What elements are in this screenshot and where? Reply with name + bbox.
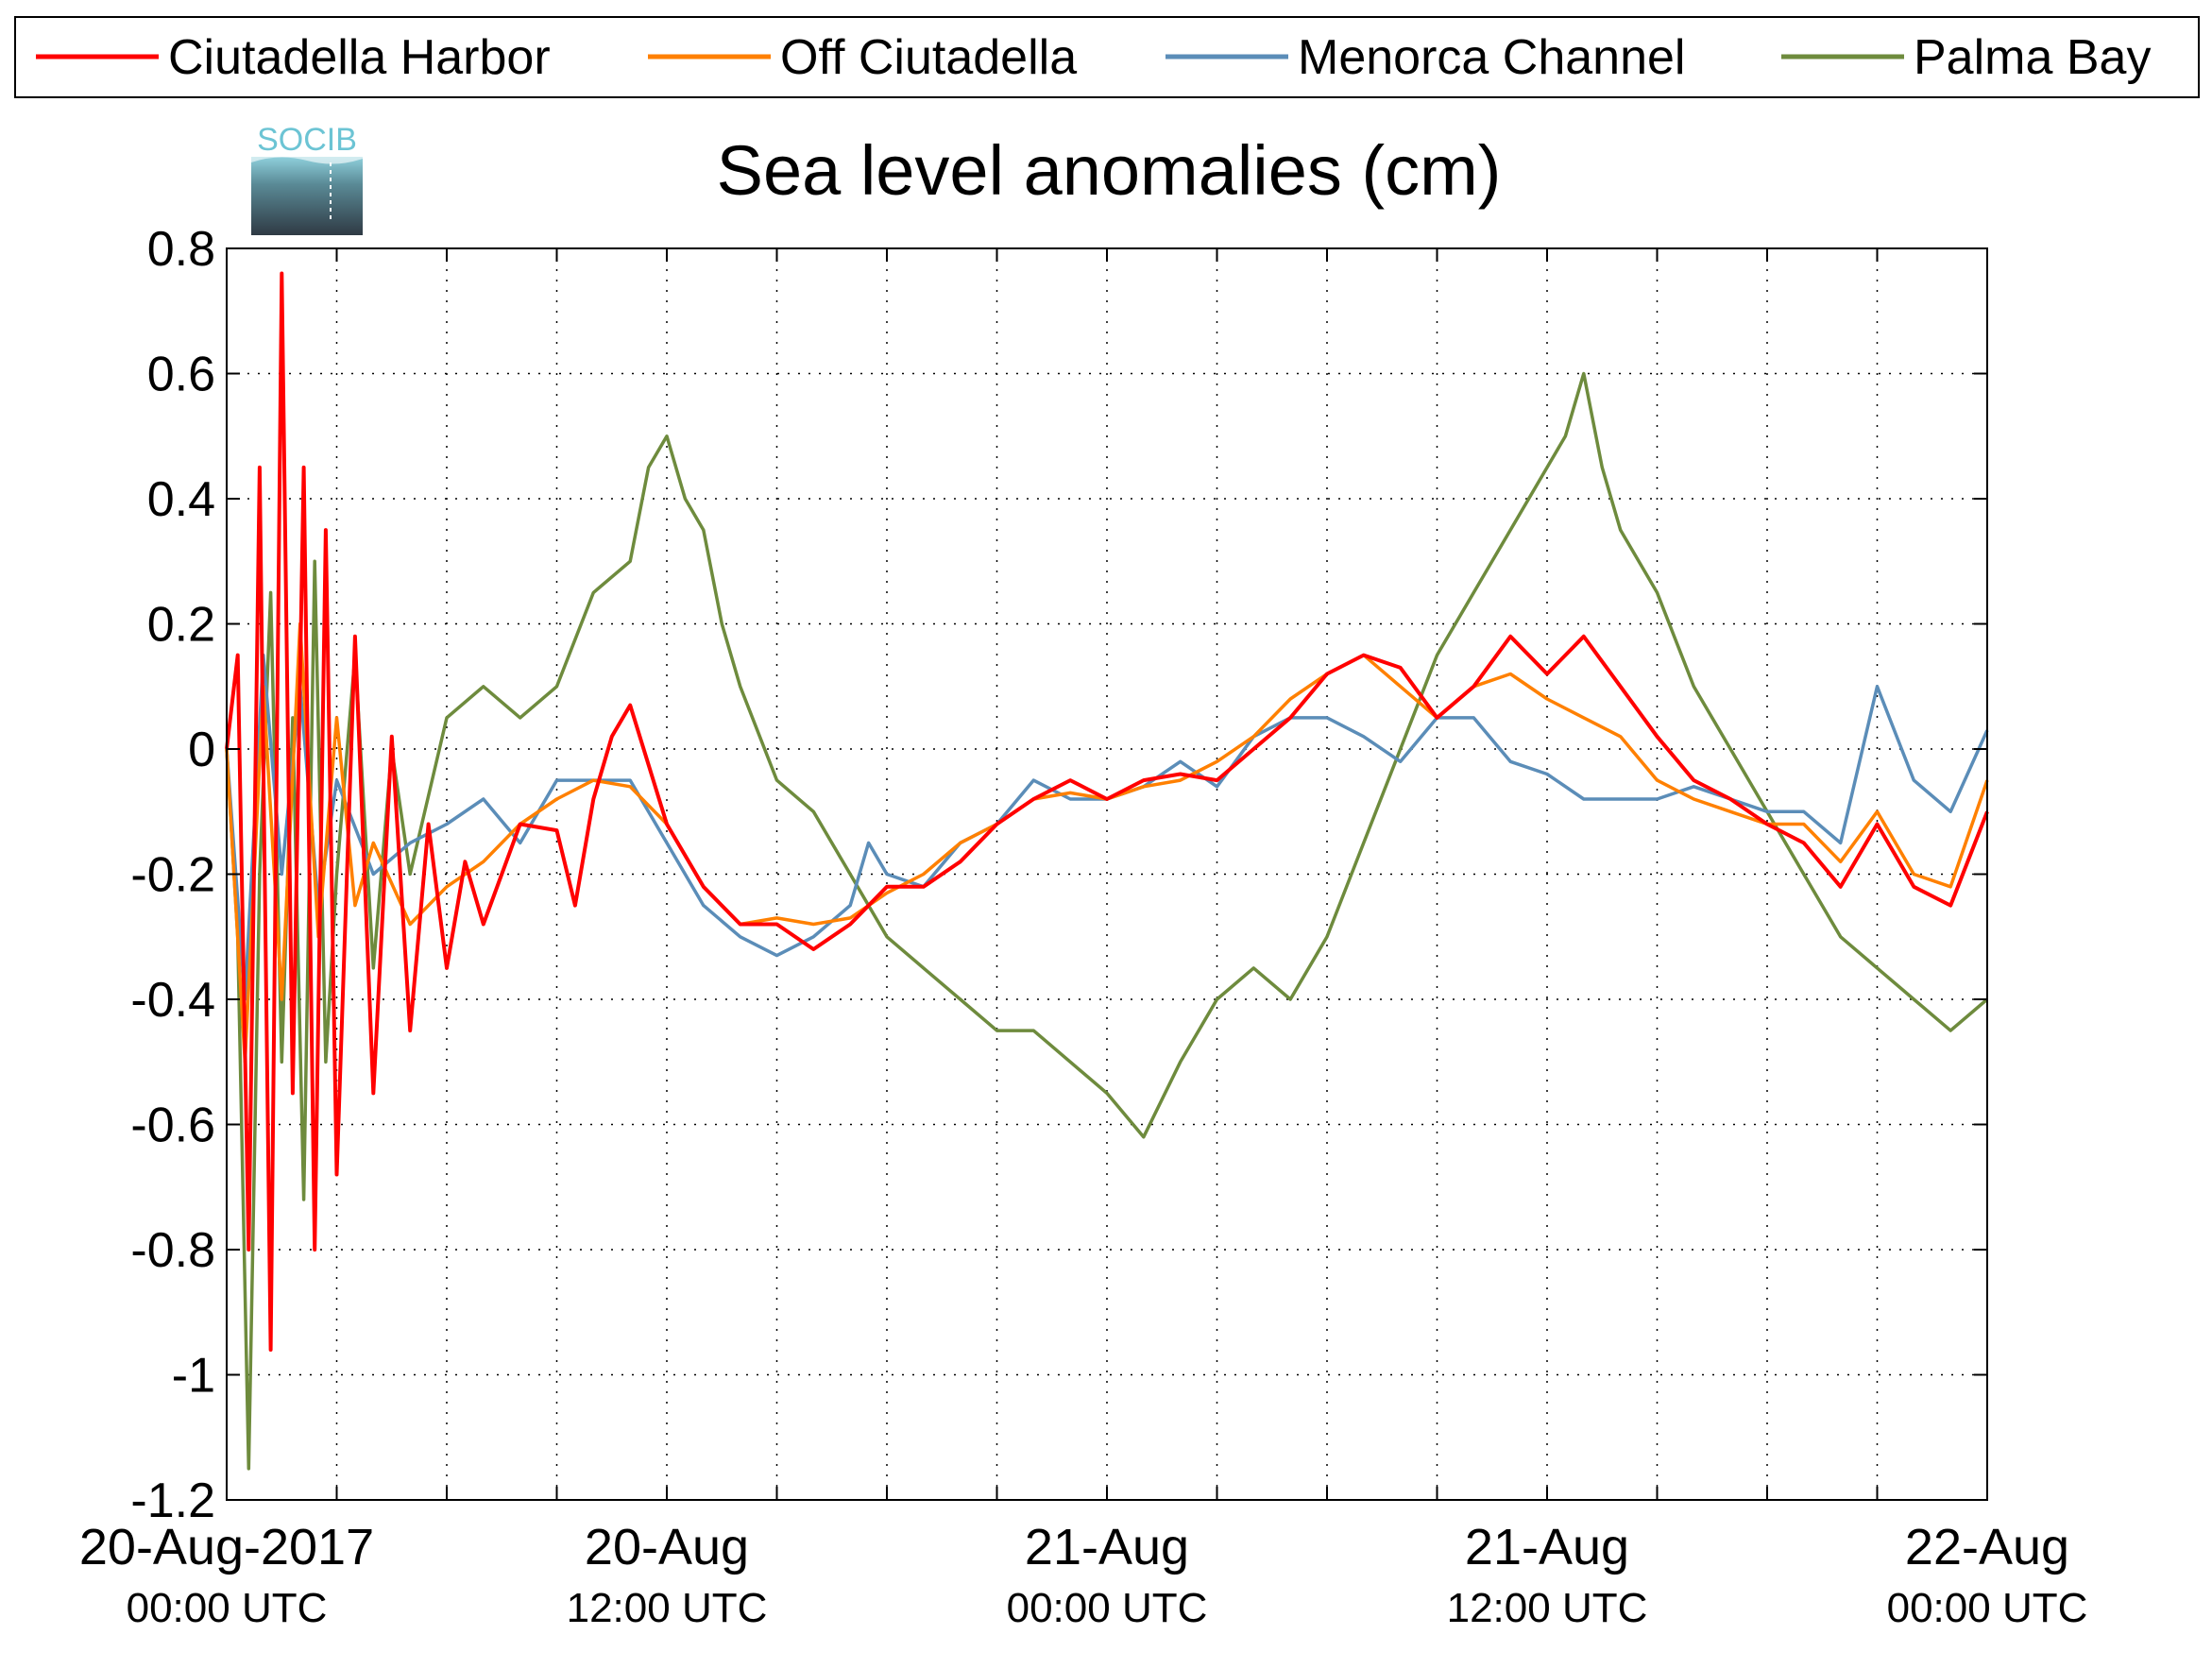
legend-label-off-ciutadella: Off Ciutadella (780, 30, 1077, 85)
x-tick-label-date: 21-Aug (1025, 1519, 1189, 1575)
series-group (225, 271, 1989, 1471)
y-tick-label: -0.4 (130, 973, 215, 1028)
y-tick-label: 0.6 (147, 348, 215, 402)
y-tick-label: 0 (188, 723, 215, 777)
legend-label-ciutadella-harbor: Ciutadella Harbor (168, 30, 551, 85)
logo-text: SOCIB (257, 122, 357, 158)
x-tick-label-time: 12:00 UTC (1447, 1585, 1648, 1631)
y-axis: 0.8 0.6 0.4 0.2 0 -0.2 -0.4 -0.6 -0.8 -1 -1.2 (130, 222, 1987, 1528)
logo-wave (251, 157, 363, 164)
y-tick-label: -1 (172, 1349, 215, 1404)
series-line-ciutadella-harbor (225, 271, 1989, 1352)
legend-label-palma-bay: Palma Bay (1914, 30, 2151, 85)
y-tick-label: 0.2 (147, 598, 215, 653)
x-tick-label-time: 00:00 UTC (1007, 1585, 1208, 1631)
series-line-menorca-channel (225, 653, 1989, 1001)
series-line-palma-bay (225, 371, 1989, 1471)
y-tick-label: -0.8 (130, 1223, 215, 1278)
legend: Ciutadella Harbor Off Ciutadella Menorca… (14, 16, 2200, 98)
y-tick-label: -0.2 (130, 848, 215, 903)
y-tick-label: 0.4 (147, 472, 215, 527)
y-tick-label: -1.2 (130, 1473, 215, 1528)
y-tick-label: -0.6 (130, 1098, 215, 1153)
legend-label-menorca-channel: Menorca Channel (1298, 30, 1685, 85)
x-tick-label-time: 12:00 UTC (567, 1585, 768, 1631)
y-tick-label: 0.8 (147, 222, 215, 277)
x-tick-label-date: 21-Aug (1465, 1519, 1629, 1575)
grid (227, 248, 1987, 1500)
logo-water (251, 157, 363, 235)
x-tick-label-date: 20-Aug-2017 (79, 1519, 374, 1575)
x-tick-label-date: 22-Aug (1905, 1519, 2069, 1575)
socib-logo: SOCIB (251, 122, 363, 235)
x-tick-label-time: 00:00 UTC (1887, 1585, 2088, 1631)
x-axis: 20-Aug-2017 00:00 UTC 20-Aug 12:00 UTC 21-Au… (79, 248, 2088, 1631)
plot-area: 0.8 0.6 0.4 0.2 0 -0.2 -0.4 -0.6 -0.8 -1 -1.2 20-A… (79, 222, 2088, 1631)
x-tick-label-date: 20-Aug (585, 1519, 749, 1575)
chart-title: Sea level anomalies (cm) (717, 131, 1502, 210)
x-tick-label-time: 00:00 UTC (127, 1585, 328, 1631)
